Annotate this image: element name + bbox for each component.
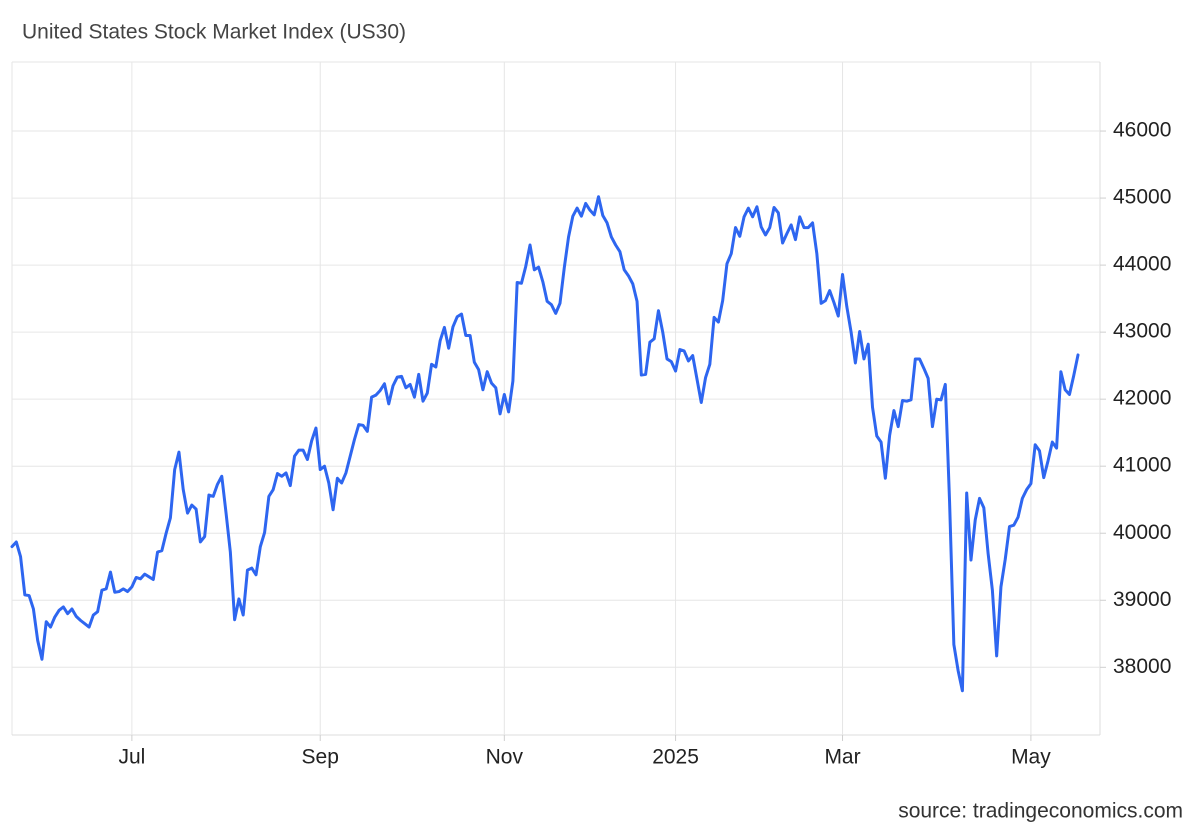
y-tick-label: 44000 bbox=[1113, 253, 1171, 276]
x-tick-label: Mar bbox=[824, 746, 860, 769]
y-tick-label: 40000 bbox=[1113, 521, 1171, 544]
y-tick-label: 41000 bbox=[1113, 454, 1171, 477]
x-tick-label: Nov bbox=[486, 746, 524, 769]
y-tick-label: 43000 bbox=[1113, 320, 1171, 343]
x-tick-label: 2025 bbox=[652, 746, 699, 769]
y-tick-label: 38000 bbox=[1113, 655, 1171, 678]
price-line bbox=[10, 195, 1080, 693]
y-tick-label: 46000 bbox=[1113, 119, 1171, 142]
y-tick-label: 39000 bbox=[1113, 588, 1171, 611]
x-tick-label: Jul bbox=[118, 746, 145, 769]
chart-title: United States Stock Market Index (US30) bbox=[22, 21, 406, 44]
x-tick-label: Sep bbox=[302, 746, 339, 769]
y-tick-label: 45000 bbox=[1113, 186, 1171, 209]
source-note: source: tradingeconomics.com bbox=[898, 800, 1183, 823]
x-tick-label: May bbox=[1011, 746, 1051, 769]
y-tick-label: 42000 bbox=[1113, 387, 1171, 410]
